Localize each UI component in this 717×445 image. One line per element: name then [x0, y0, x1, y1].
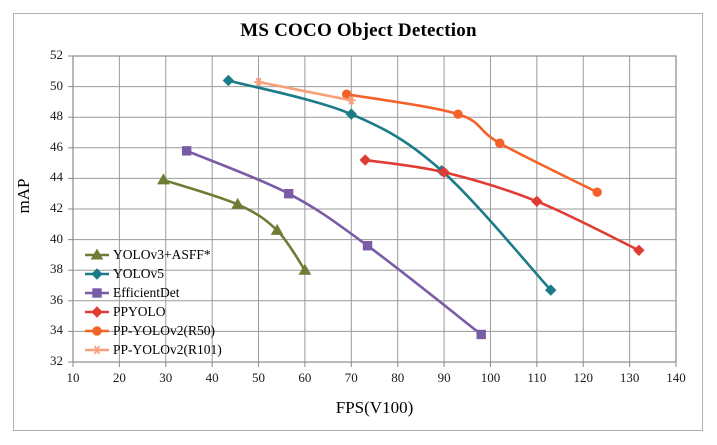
legend-swatch-icon [84, 248, 110, 262]
legend-item-3[interactable]: PPYOLO [84, 302, 244, 321]
data-point-marker [283, 189, 294, 199]
legend-marker [91, 267, 103, 280]
data-point-marker [181, 146, 192, 156]
series-5 [254, 77, 356, 105]
legend-label: PPYOLO [113, 303, 166, 319]
y-tick-label: 46 [50, 138, 63, 154]
gridlines [72, 55, 677, 363]
x-tick-label: 30 [159, 370, 173, 385]
legend-swatch-icon [84, 305, 110, 319]
data-point-marker [345, 108, 358, 120]
series-4 [341, 89, 602, 197]
data-point-marker [157, 173, 170, 185]
x-tick-label: 120 [573, 370, 593, 385]
legend-item-2[interactable]: EfficientDet [84, 283, 244, 302]
x-tick-label: 10 [66, 370, 80, 385]
data-point-marker [495, 138, 505, 148]
legend-item-4[interactable]: PP-YOLOv2(R50) [84, 321, 244, 340]
data-point-marker [633, 244, 645, 257]
axis-tickmarks [68, 55, 677, 367]
data-point-marker [270, 223, 284, 235]
x-tick-label: 90 [437, 370, 451, 385]
data-point-marker [476, 329, 486, 340]
legend-label: EfficientDet [113, 284, 180, 300]
x-tick-label: 80 [391, 370, 405, 385]
x-tick-label: 140 [666, 370, 686, 385]
data-point-marker [298, 263, 312, 275]
data-point-marker [453, 109, 463, 119]
legend-marker [91, 305, 103, 318]
y-tick-label: 50 [50, 77, 63, 93]
legend-swatch-icon [84, 286, 110, 300]
x-tick-label: 100 [480, 370, 501, 385]
data-point-marker [359, 154, 371, 166]
chart-title: MS COCO Object Detection [240, 20, 477, 41]
legend-swatch-icon [84, 267, 110, 281]
x-tick-label: 40 [205, 370, 219, 385]
data-series-layer [157, 74, 645, 340]
legend-item-1[interactable]: YOLOv5 [84, 264, 244, 283]
data-point-marker [346, 96, 356, 105]
data-point-marker [438, 166, 450, 178]
series-0 [157, 173, 312, 275]
x-tick-label: 50 [252, 370, 266, 385]
y-tick-label: 40 [50, 230, 63, 246]
legend-label: PP-YOLOv2(R101) [113, 341, 222, 357]
y-tick-label: 36 [50, 291, 63, 307]
series-line [257, 80, 353, 102]
legend-item-5[interactable]: PP-YOLOv2(R101) [84, 340, 244, 359]
series-line [162, 178, 307, 272]
legend-marker [92, 325, 102, 336]
data-point-marker [362, 241, 373, 251]
data-point-marker [531, 195, 543, 208]
data-point-marker [222, 74, 235, 87]
series-line [345, 92, 599, 194]
legend-swatch-icon [84, 324, 110, 338]
series-line [185, 149, 483, 336]
y-tick-label: 38 [50, 261, 63, 277]
y-tick-label: 48 [50, 108, 63, 124]
series-3 [359, 154, 645, 257]
x-tick-label: 130 [619, 370, 640, 385]
series-line [363, 158, 641, 252]
y-tick-label: 42 [50, 200, 63, 215]
chart-legend: YOLOv3+ASFF* YOLOv5 EfficientDet PPYOLO PP-Y… [84, 245, 244, 359]
legend-marker [90, 248, 104, 259]
legend-label: YOLOv3+ASFF* [113, 246, 211, 262]
y-tick-label: 34 [50, 322, 63, 338]
figure-border [13, 13, 703, 431]
x-tick-label: 110 [527, 370, 547, 385]
legend-swatch-icon [84, 343, 110, 357]
data-point-marker [231, 197, 245, 209]
y-tick-label: 32 [50, 353, 63, 368]
data-point-marker [545, 284, 557, 296]
y-tick-label: 52 [50, 47, 63, 62]
legend-marker [92, 345, 102, 354]
data-point-marker [254, 77, 264, 87]
y-tick-label: 44 [50, 169, 63, 185]
x-tick-label: 60 [298, 370, 312, 385]
x-tick-label: 20 [112, 370, 126, 385]
data-point-marker [592, 187, 602, 197]
x-tick-label: 70 [344, 370, 358, 385]
legend-label: YOLOv5 [113, 265, 164, 281]
legend-item-0[interactable]: YOLOv3+ASFF* [84, 245, 244, 264]
series-line [227, 79, 553, 292]
legend-marker [92, 287, 102, 298]
legend-label: PP-YOLOv2(R50) [113, 322, 216, 338]
series-2 [181, 146, 486, 340]
x-axis-label: FPS(V100) [335, 398, 414, 417]
